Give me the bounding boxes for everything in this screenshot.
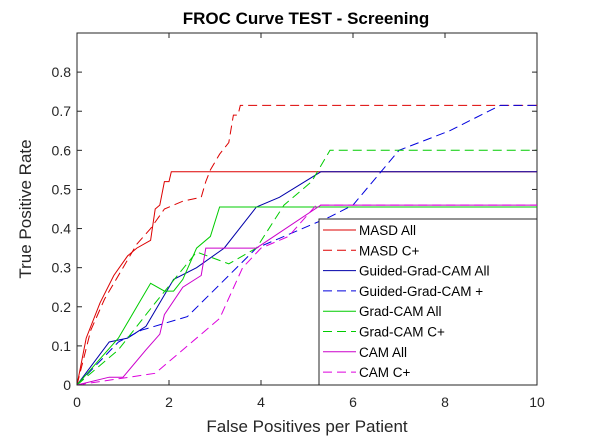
series-line-5 bbox=[76, 206, 537, 386]
y-axis-label: True Positive Rate bbox=[16, 139, 35, 278]
x-axis-label: False Positives per Patient bbox=[206, 417, 408, 436]
chart-title: FROC Curve TEST - Screening bbox=[183, 9, 430, 28]
legend-box bbox=[318, 218, 538, 386]
legend-label-2: MASD C+ bbox=[359, 243, 420, 258]
series-line-6 bbox=[76, 149, 537, 386]
x-tick-label: 8 bbox=[441, 394, 449, 410]
y-tick-label: 0.5 bbox=[52, 181, 72, 197]
legend-label-4: Guided-Grad-CAM + bbox=[359, 284, 483, 299]
legend-label-8: CAM C+ bbox=[359, 365, 410, 380]
y-tick-label: 0.6 bbox=[52, 142, 72, 158]
x-tick-label: 6 bbox=[349, 394, 357, 410]
legend-label-3: Guided-Grad-CAM All bbox=[359, 264, 490, 279]
y-tick-label: 0.1 bbox=[52, 338, 72, 354]
legend-label-7: CAM All bbox=[359, 345, 407, 360]
legend: MASD All MASD C+ Guided-Grad-CAM All Guided… bbox=[318, 218, 538, 386]
series-line-3 bbox=[76, 171, 537, 386]
x-tick-label: 0 bbox=[73, 394, 81, 410]
series-line-2 bbox=[76, 104, 537, 386]
y-tick-label: 0.2 bbox=[52, 299, 72, 315]
x-tick-label: 2 bbox=[165, 394, 173, 410]
legend-label-6: Grad-CAM C+ bbox=[359, 325, 445, 340]
series-layer bbox=[76, 104, 537, 386]
series-line-1 bbox=[76, 171, 537, 386]
x-tick-label: 4 bbox=[257, 394, 265, 410]
y-tick-label: 0.4 bbox=[52, 221, 72, 237]
y-tick-label: 0.8 bbox=[52, 64, 72, 80]
legend-label-1: MASD All bbox=[359, 223, 416, 238]
legend-label-5: Grad-CAM All bbox=[359, 304, 442, 319]
series-line-4 bbox=[76, 104, 537, 386]
y-tick-label: 0 bbox=[63, 377, 71, 393]
y-tick-label: 0.3 bbox=[52, 260, 72, 276]
x-tick-label: 10 bbox=[529, 394, 545, 410]
y-tick-label: 0.7 bbox=[52, 103, 72, 119]
series-line-7 bbox=[76, 204, 537, 386]
